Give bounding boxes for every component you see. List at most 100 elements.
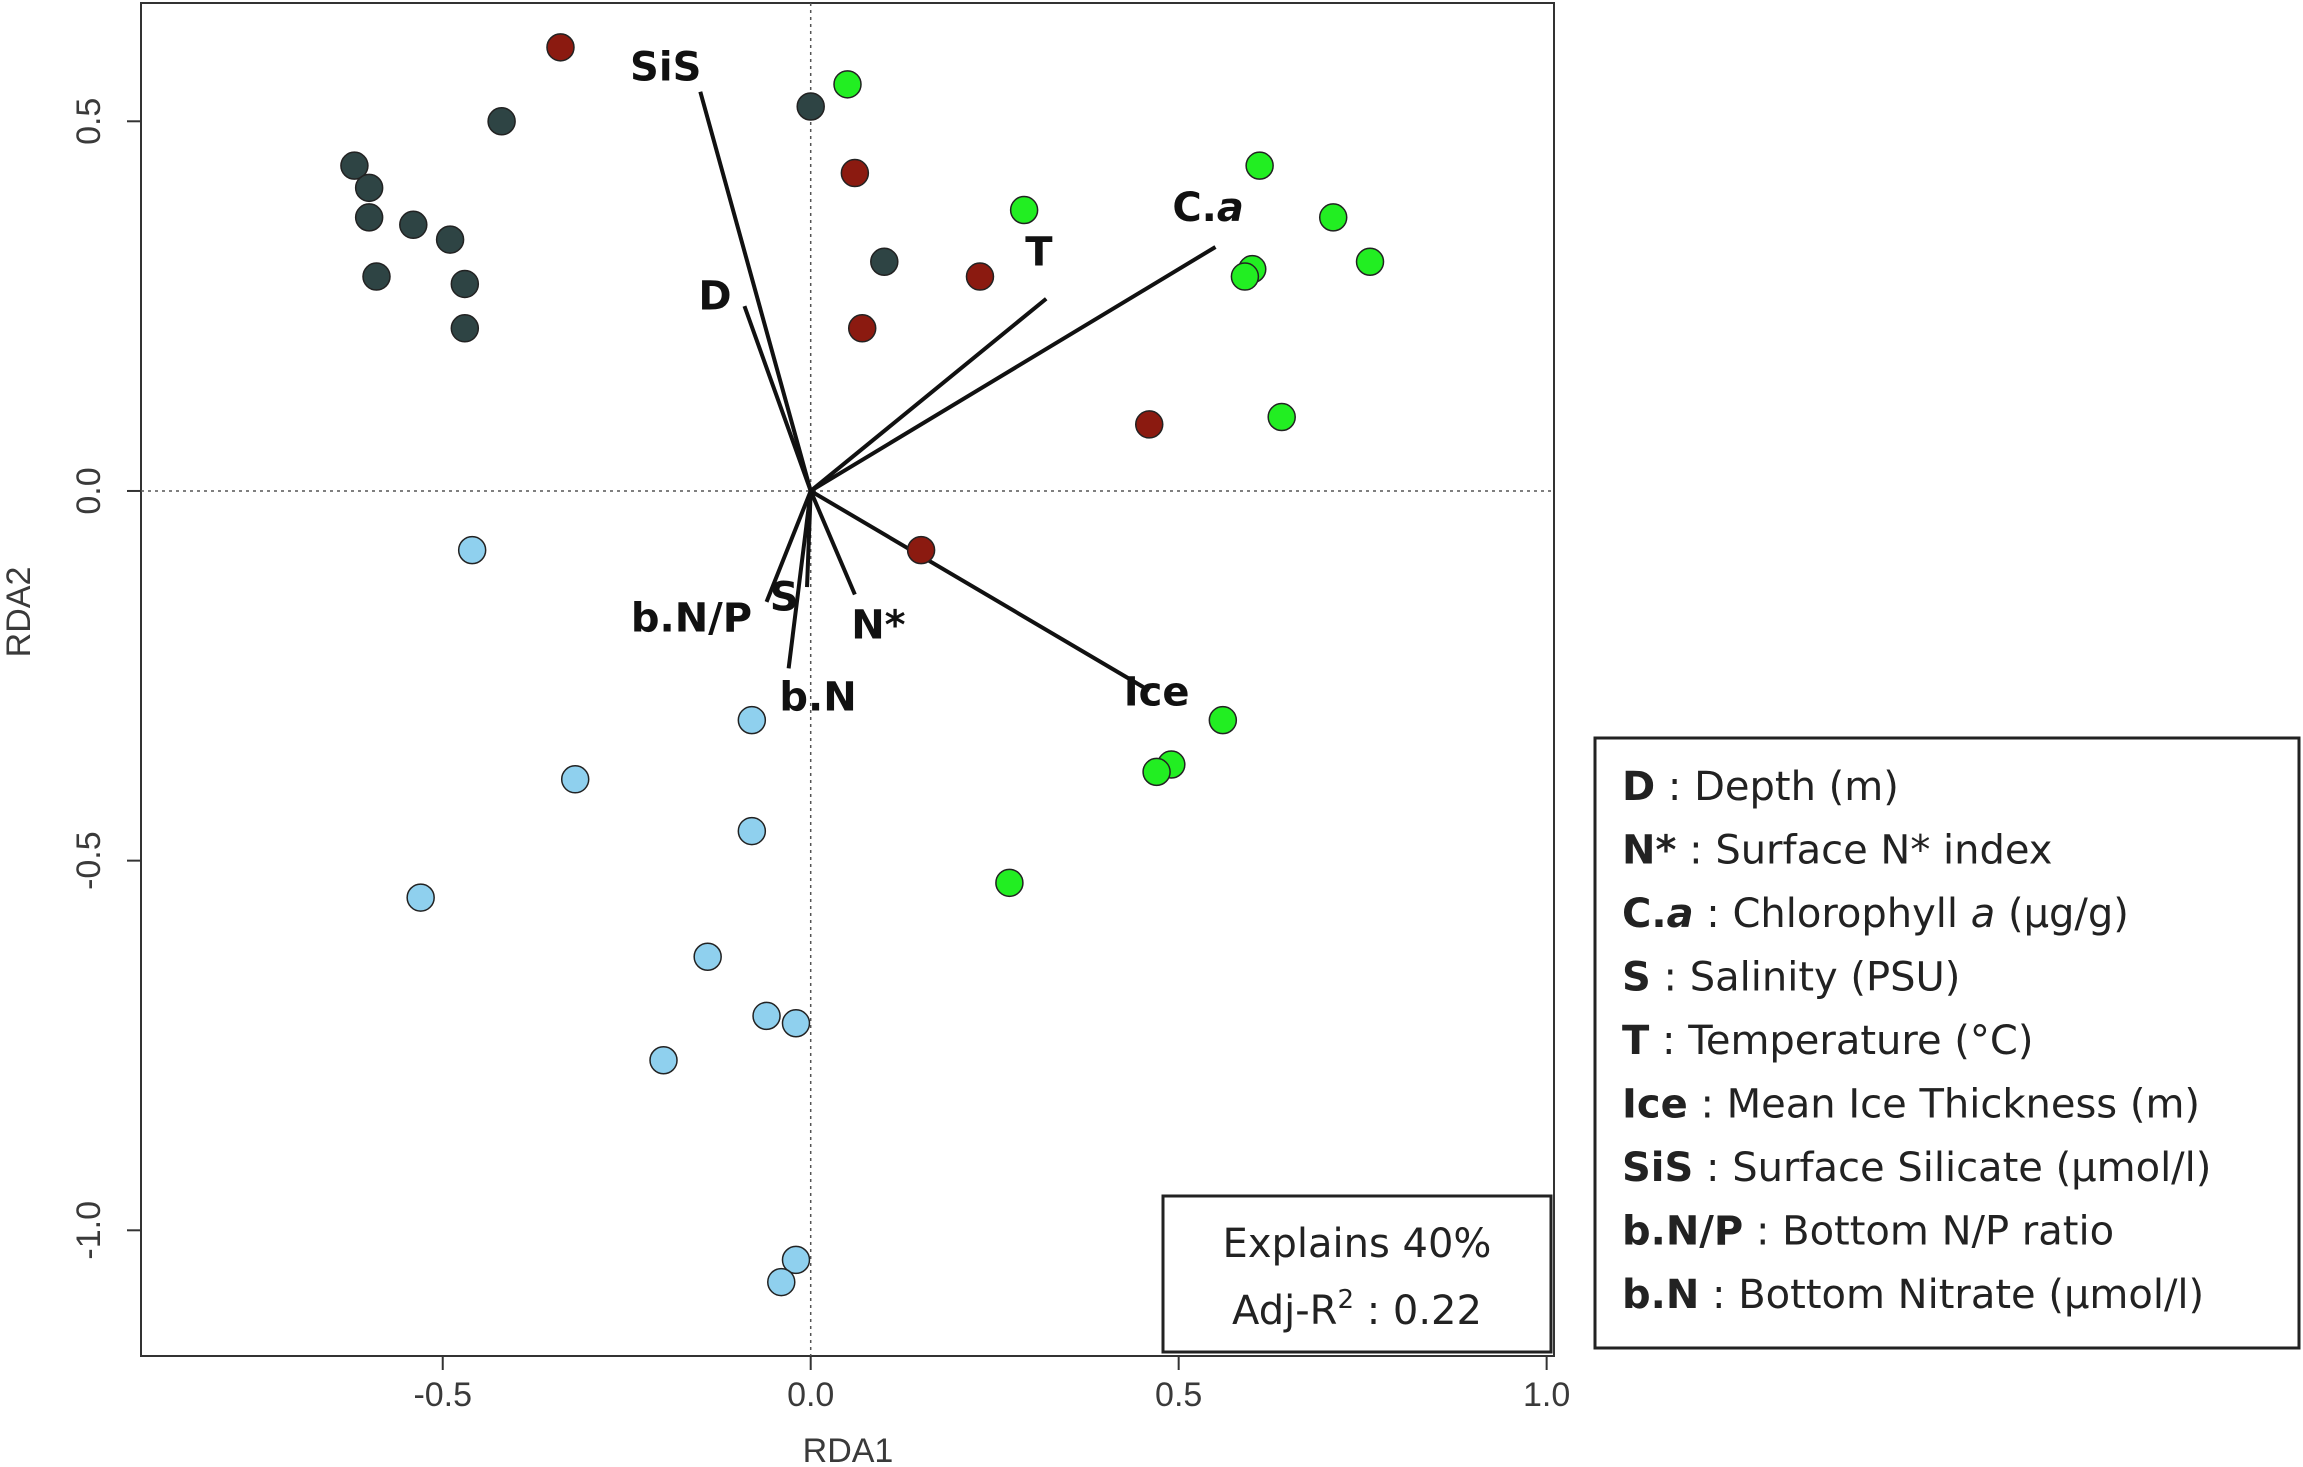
sample-point — [752, 1001, 781, 1031]
sample-point — [406, 883, 435, 912]
legend-entry: Ice : Mean Ice Thickness (m) — [1622, 1082, 2200, 1128]
legend-entry: b.N : Bottom Nitrate (µmol/l) — [1622, 1272, 2204, 1318]
y-axis: 0.5 0.0 -0.5 -1.0 — [70, 98, 141, 1260]
sample-point — [435, 225, 465, 254]
vector-label: T — [1025, 229, 1053, 275]
explains-text: Explains 40% — [1223, 1221, 1492, 1267]
adj-r2-prefix: Adj-R — [1232, 1288, 1337, 1334]
legend-desc: : Surface N* index — [1676, 828, 2052, 874]
legend-frame — [1593, 736, 2301, 1350]
sample-point — [767, 1267, 796, 1297]
legend-desc: : Bottom Nitrate (µmol/l) — [1699, 1272, 2204, 1318]
legend-key: SiS — [1622, 1145, 1693, 1191]
legend-key: N* — [1622, 828, 1676, 874]
legend-entry: T : Temperature (°C) — [1622, 1018, 2033, 1064]
sample-point — [546, 33, 575, 62]
sample-point — [457, 535, 487, 565]
legend-desc: : Salinity (PSU) — [1651, 955, 1961, 1001]
vector-label: S — [770, 575, 799, 621]
sample-point — [450, 314, 480, 343]
sample-point — [1208, 705, 1238, 735]
sample-point — [399, 210, 428, 240]
vector-label: b.N — [779, 674, 856, 720]
sample-point — [1134, 410, 1164, 439]
sample-point — [693, 942, 722, 972]
sample-point — [1009, 195, 1039, 225]
legend-entry: N* : Surface N* index — [1622, 828, 2052, 874]
y-tick-label: -1.0 — [70, 1201, 108, 1260]
legend-desc: : Temperature (°C) — [1649, 1018, 2033, 1064]
legend-key: T — [1622, 1018, 1650, 1064]
vector-bn-line — [786, 490, 813, 669]
sample-point — [796, 92, 825, 121]
legend-entry: S : Salinity (PSU) — [1622, 955, 1960, 1001]
legend-entry: SiS : Surface Silicate (µmol/l) — [1622, 1145, 2211, 1191]
sample-point — [965, 262, 995, 291]
x-tick-label: 1.0 — [1523, 1376, 1570, 1414]
vector-label: N* — [851, 603, 905, 649]
legend-key: Ice — [1622, 1082, 1688, 1128]
sample-point — [1267, 402, 1296, 432]
legend-desc: : Bottom N/P ratio — [1743, 1209, 2114, 1255]
vector-label: SiS — [630, 45, 701, 91]
sample-point — [995, 868, 1024, 898]
y-tick-label: 0.0 — [70, 467, 108, 514]
stats-box: Explains 40% Adj-R2 : 0.22 — [1161, 1194, 1553, 1354]
y-axis-title: RDA2 — [0, 567, 38, 658]
vector-labels: SiS D T C.a Ice N* Sb.N/P b.N — [630, 45, 1244, 721]
vector-n-line — [808, 490, 857, 596]
sample-point — [1142, 757, 1171, 787]
x-tick-label: 0.0 — [787, 1376, 834, 1414]
vector-label: Ice — [1124, 669, 1190, 715]
sample-point — [354, 203, 384, 232]
adj-r2-value: : 0.22 — [1354, 1288, 1482, 1334]
vector-label: C.a — [1172, 185, 1244, 231]
sample-point — [870, 247, 899, 277]
legend-entry: D : Depth (m) — [1622, 764, 1899, 810]
legend-desc-italic: a — [1971, 891, 1996, 937]
sample-point — [487, 107, 516, 136]
x-axis: -0.5 0.0 0.5 1.0 — [413, 1356, 1570, 1414]
legend-key: C. — [1622, 891, 1667, 937]
sample-point — [1230, 262, 1260, 291]
legend-desc: : Mean Ice Thickness (m) — [1688, 1082, 2200, 1128]
vector-t-line — [809, 297, 1048, 493]
vector-ice-line — [809, 489, 1151, 693]
vector-sis-line — [698, 91, 813, 492]
sample-point — [1355, 247, 1385, 277]
vector-d-line — [742, 305, 813, 492]
sample-point — [781, 1245, 811, 1275]
vector-label-italic: a — [1217, 185, 1244, 231]
vector-ca-line — [809, 245, 1217, 493]
legend-key: b.N — [1622, 1272, 1699, 1318]
legend-key: S — [1622, 955, 1651, 1001]
vector-bnp-line — [764, 490, 813, 603]
sample-point — [781, 1009, 811, 1038]
sample-point — [450, 269, 480, 299]
sample-point — [737, 816, 767, 846]
vector-label: D — [698, 274, 731, 320]
x-axis-title: RDA1 — [803, 1432, 894, 1467]
y-tick-label: 0.5 — [70, 98, 108, 145]
sample-point — [649, 1046, 678, 1075]
legend-key: b.N/P — [1622, 1209, 1743, 1255]
sample-point — [560, 765, 590, 794]
plot-frame — [140, 2, 1555, 1357]
stats-box-frame — [1161, 1194, 1553, 1354]
legend-desc-tail: (µg/g) — [1995, 891, 2129, 937]
sample-point — [1318, 203, 1348, 232]
x-tick-label: -0.5 — [413, 1376, 472, 1414]
vector-label: b.N/P — [631, 595, 752, 641]
legend-desc: : Surface Silicate (µmol/l) — [1693, 1145, 2211, 1191]
vector-label-main: C. — [1172, 185, 1217, 231]
sample-point — [340, 151, 369, 180]
adj-r2-sup: 2 — [1337, 1285, 1354, 1315]
zero-reference-lines — [141, 3, 1554, 1356]
sample-point — [833, 70, 862, 99]
sample-point — [847, 314, 877, 343]
vector-arrows — [698, 91, 1217, 693]
adj-r2-text: Adj-R2 : 0.22 — [1232, 1285, 1482, 1334]
legend-desc: : Chlorophyll — [1694, 891, 1971, 937]
